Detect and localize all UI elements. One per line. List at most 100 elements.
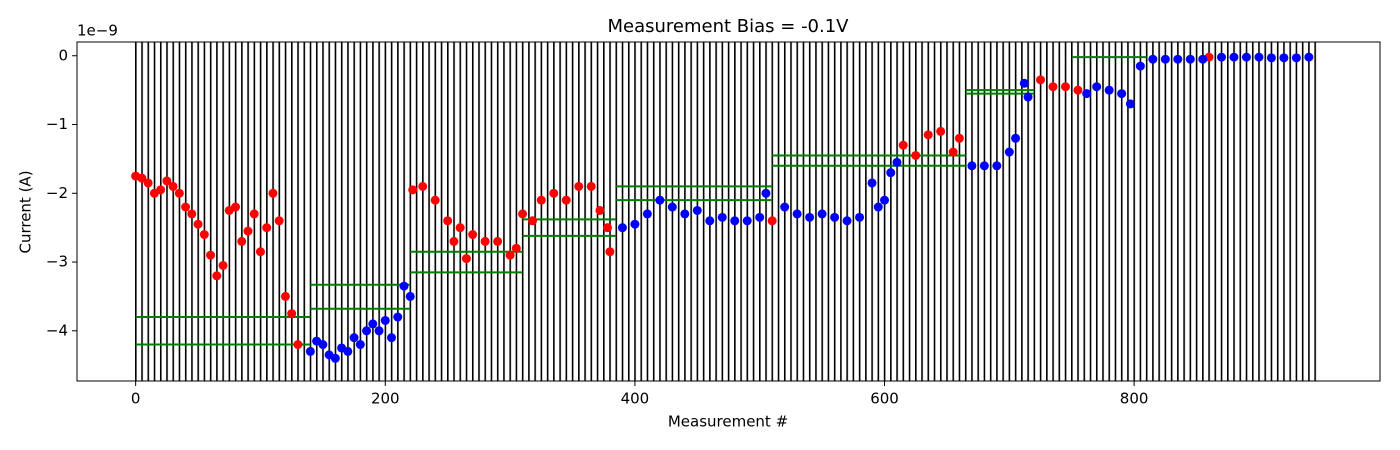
data-point (911, 150, 921, 160)
chart-title: Measurement Bias = -0.1V (607, 16, 849, 37)
data-point (1019, 78, 1029, 88)
data-point (880, 195, 890, 205)
y-tick-label: −3 (46, 253, 68, 271)
data-point (430, 195, 440, 205)
data-point (1160, 54, 1170, 64)
data-point (511, 243, 521, 253)
data-point (262, 223, 272, 233)
data-point (187, 209, 197, 219)
data-point (1241, 52, 1251, 62)
data-point (1148, 54, 1158, 64)
offset-text: 1e−9 (77, 22, 118, 40)
data-point (206, 250, 216, 260)
data-point (380, 315, 390, 325)
data-point (405, 291, 415, 301)
data-point (867, 178, 877, 188)
data-point (948, 147, 958, 157)
data-point (805, 212, 815, 222)
y-tick-label: −4 (46, 321, 68, 339)
data-point (493, 236, 503, 246)
data-point (268, 188, 278, 198)
data-point (1060, 82, 1070, 92)
data-point (143, 178, 153, 188)
data-point (343, 346, 353, 356)
data-point (692, 205, 702, 215)
data-point (792, 209, 802, 219)
measurement-dividers (135, 42, 1317, 381)
data-point (518, 209, 528, 219)
data-point (1004, 147, 1014, 157)
data-point (168, 181, 178, 191)
data-point (1082, 89, 1092, 99)
data-point (443, 216, 453, 226)
data-point (574, 181, 584, 191)
data-point (274, 216, 284, 226)
data-point (602, 223, 612, 233)
data-point (199, 230, 209, 240)
data-point (231, 202, 241, 212)
data-point (387, 333, 397, 343)
data-point (830, 212, 840, 222)
data-point (967, 161, 977, 171)
data-point (362, 326, 372, 336)
data-point (249, 209, 259, 219)
axes-frame (76, 41, 1381, 382)
data-point (1117, 89, 1127, 99)
data-point (761, 188, 771, 198)
data-point (280, 291, 290, 301)
data-point (1036, 75, 1046, 85)
data-point (1023, 92, 1033, 102)
data-point (193, 219, 203, 229)
data-point (449, 236, 459, 246)
data-point (954, 133, 964, 143)
data-point (461, 254, 471, 264)
data-point (374, 326, 384, 336)
data-point (349, 333, 359, 343)
data-point (595, 205, 605, 215)
data-point (528, 216, 538, 226)
data-point (655, 195, 665, 205)
y-axis-label: Current (A) (17, 170, 35, 253)
data-point (873, 202, 883, 212)
data-point (305, 346, 315, 356)
data-point (642, 209, 652, 219)
x-tick-label: 400 (621, 390, 650, 408)
data-point (393, 312, 403, 322)
data-point (243, 226, 253, 236)
data-point (680, 209, 690, 219)
data-point (318, 340, 328, 350)
data-point (586, 181, 596, 191)
data-point (667, 202, 677, 212)
data-point (549, 188, 559, 198)
data-point (1254, 52, 1264, 62)
data-point (330, 353, 340, 363)
data-point (1266, 53, 1276, 63)
data-point (1304, 52, 1314, 62)
data-point (1291, 53, 1301, 63)
data-point (705, 216, 715, 226)
data-point (780, 202, 790, 212)
data-point (480, 236, 490, 246)
data-point (287, 309, 297, 319)
data-point (742, 216, 752, 226)
data-point (468, 230, 478, 240)
data-point (418, 181, 428, 191)
data-point (730, 216, 740, 226)
data-point (156, 185, 166, 195)
data-point (892, 157, 902, 167)
data-point (237, 236, 247, 246)
plot-marks (131, 52, 1314, 363)
x-tick-label: 600 (870, 390, 899, 408)
x-axis-label: Measurement # (668, 413, 788, 431)
data-point (355, 340, 365, 350)
data-point (1048, 82, 1058, 92)
x-tick-label: 200 (371, 390, 400, 408)
x-tick-label: 800 (1120, 390, 1149, 408)
data-point (898, 140, 908, 150)
data-point (255, 247, 265, 257)
data-point (174, 188, 184, 198)
data-point (630, 219, 640, 229)
data-point (1125, 99, 1135, 109)
data-point (979, 161, 989, 171)
